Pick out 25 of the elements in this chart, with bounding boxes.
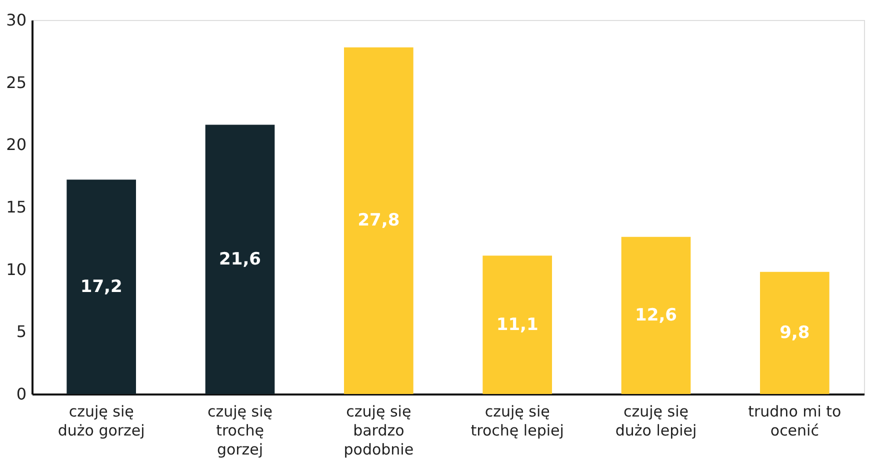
bar <box>344 47 414 394</box>
x-tick-label: czuję się trochę gorzej <box>207 402 273 458</box>
bar <box>205 124 275 394</box>
x-tick-label: czuję się bardzo podobnie <box>344 402 414 458</box>
y-tick-label: 0 <box>16 384 26 404</box>
data-label: 9,8 <box>780 322 810 343</box>
data-label: 12,6 <box>635 305 677 326</box>
x-tick-label: czuję się trochę lepiej <box>470 402 564 440</box>
y-tick-label: 10 <box>6 260 26 279</box>
y-tick-label: 25 <box>6 72 26 92</box>
y-tick-label: 20 <box>6 135 26 154</box>
y-tick-label: 15 <box>6 198 26 216</box>
data-label: 11,1 <box>496 314 538 335</box>
bar <box>621 236 691 394</box>
data-label: 27,8 <box>358 210 400 231</box>
bar <box>482 256 552 394</box>
data-label: 21,6 <box>219 249 261 270</box>
x-tick-label: czuję się dużo lepiej <box>615 402 697 440</box>
data-label: 17,2 <box>80 276 122 297</box>
bar <box>66 180 136 394</box>
y-tick-label: 30 <box>6 10 26 30</box>
y-tick-label: 5 <box>16 322 26 342</box>
x-tick-label: czuję się dużo gorzej <box>58 402 145 440</box>
x-tick-label: trudno mi to ocenić <box>748 402 842 440</box>
bar <box>760 272 830 394</box>
